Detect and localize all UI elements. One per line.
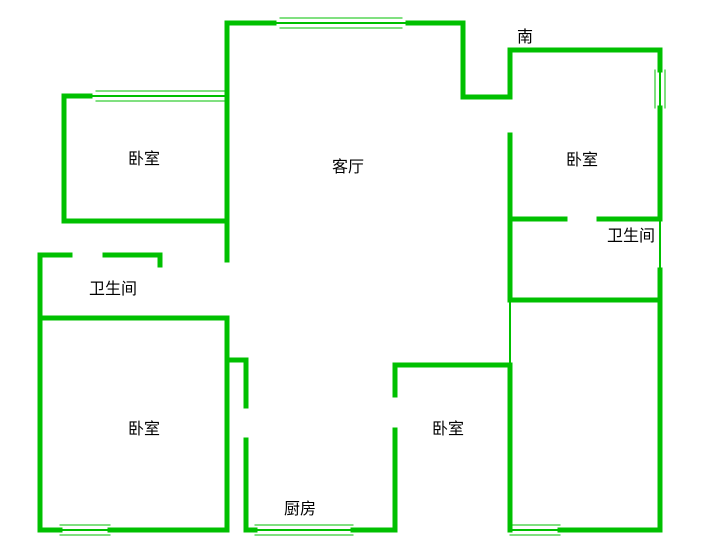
room-label-bath-e: 卫生间 [607, 227, 655, 245]
room-label-bedroom-nw: 卧室 [128, 150, 160, 168]
room-label-bedroom-ne: 卧室 [566, 151, 598, 169]
walls-thin [60, 23, 660, 530]
room-label-kitchen: 厨房 [284, 500, 316, 518]
room-label-living: 客厅 [332, 158, 364, 176]
room-labels: 南卧室卧室客厅卫生间卫生间卧室卧室厨房 [89, 28, 655, 518]
room-label-bedroom-sw: 卧室 [128, 420, 160, 438]
floor-plan-diagram: 南卧室卧室客厅卫生间卫生间卧室卧室厨房 [0, 0, 710, 557]
room-label-compass: 南 [517, 28, 533, 46]
walls-thick [40, 23, 660, 530]
room-label-bedroom-se: 卧室 [432, 420, 464, 438]
room-label-bath-w: 卫生间 [89, 280, 137, 298]
